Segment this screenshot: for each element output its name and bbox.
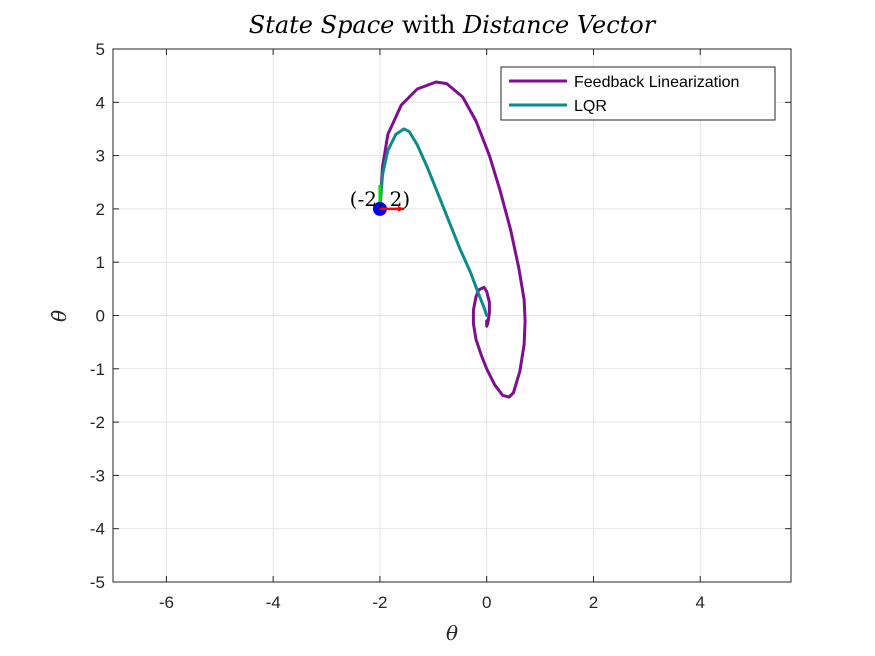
- legend-box: [500, 66, 776, 121]
- y-tick-label: -4: [90, 520, 105, 539]
- series-line-feedback-linearization: [378, 80, 527, 399]
- x-axis-label: θ: [446, 621, 458, 645]
- y-tick-label: 2: [96, 200, 105, 219]
- x-tick-label: -2: [372, 593, 387, 612]
- legend-label: Feedback Linearization: [574, 74, 739, 91]
- y-tick-label: 1: [96, 253, 105, 272]
- y-tick-label: 4: [96, 93, 105, 112]
- y-tick-label: 0: [96, 307, 105, 326]
- grid-lines: [113, 48, 791, 583]
- y-axis-label: θ̇: [47, 310, 71, 322]
- title-part-1: with: [394, 11, 463, 39]
- series-lines: [378, 80, 527, 399]
- x-tick-label: 2: [589, 593, 598, 612]
- y-tick-label: -3: [90, 466, 105, 485]
- x-tick-label: 0: [482, 593, 491, 612]
- y-tick-label: -5: [90, 573, 105, 592]
- distance-vector-x-head: [397, 205, 404, 212]
- point-label: (-2, 2): [350, 187, 411, 211]
- x-tick-label: 4: [696, 593, 705, 612]
- y-tick-label: -2: [90, 413, 105, 432]
- title-part-2: Distance Vector: [462, 11, 657, 39]
- legend-label: LQR: [574, 98, 607, 115]
- tick-marks: [113, 48, 791, 583]
- x-tick-label: -4: [266, 593, 281, 612]
- y-tick-label: 5: [96, 40, 105, 59]
- legend: Feedback Linearization LQR: [500, 66, 776, 121]
- title-part-0: State Space: [249, 11, 395, 39]
- y-tick-label: 3: [96, 147, 105, 166]
- series-line-lqr: [378, 127, 489, 317]
- annotation: (-2, 2): [350, 184, 411, 216]
- y-tick-label: -1: [90, 360, 105, 379]
- x-tick-label: -6: [159, 593, 174, 612]
- chart-title: State Space with Distance Vector: [249, 11, 657, 39]
